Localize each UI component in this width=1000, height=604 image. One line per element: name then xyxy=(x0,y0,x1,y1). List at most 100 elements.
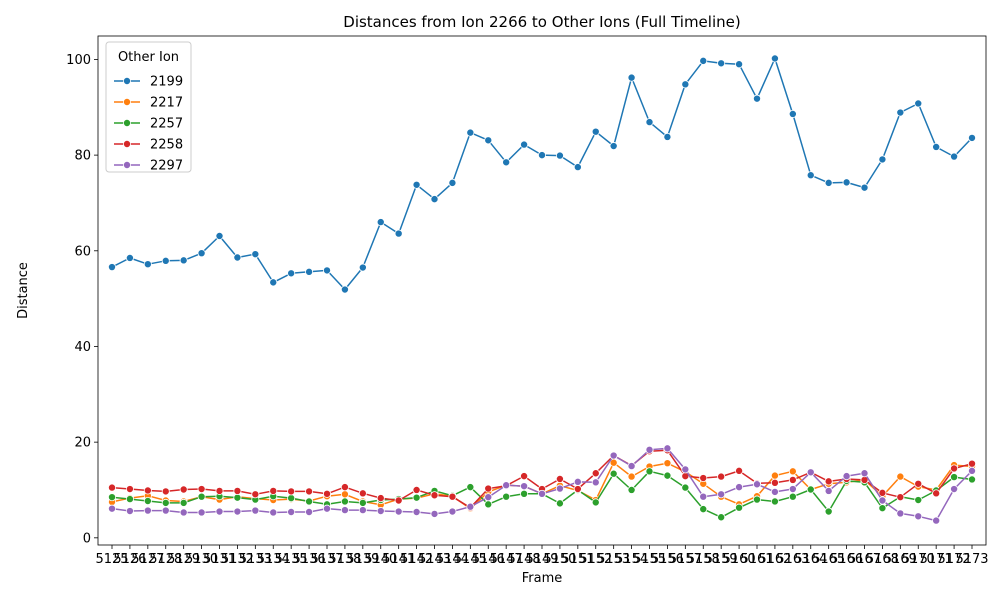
data-point xyxy=(645,118,654,127)
x-tick-label: 5148 xyxy=(508,552,541,567)
x-tick-label: 5132 xyxy=(221,552,254,567)
data-point xyxy=(412,493,421,502)
x-tick-label: 5133 xyxy=(239,552,272,567)
x-tick-label: 5141 xyxy=(382,552,415,567)
data-point xyxy=(197,508,206,517)
data-point xyxy=(484,493,493,502)
legend-item-2199: 2199 xyxy=(114,75,183,90)
data-point xyxy=(770,478,779,487)
data-point xyxy=(878,496,887,505)
data-point xyxy=(179,508,188,517)
data-point xyxy=(824,507,833,516)
data-point xyxy=(322,504,331,513)
data-point xyxy=(914,496,923,505)
x-tick-label: 5137 xyxy=(310,552,343,567)
data-point xyxy=(108,504,117,513)
data-point xyxy=(197,485,206,494)
data-point xyxy=(824,486,833,495)
x-tick-label: 5142 xyxy=(400,552,433,567)
y-tick-label: 100 xyxy=(66,53,91,68)
x-axis: 5125512651275128512951305131513251335134… xyxy=(95,545,989,567)
data-point xyxy=(125,495,134,504)
data-point xyxy=(251,490,260,499)
y-axis-label: Distance xyxy=(16,262,31,319)
data-point xyxy=(269,278,278,287)
x-tick-label: 5128 xyxy=(149,552,182,567)
data-point xyxy=(555,499,564,508)
data-point xyxy=(520,472,529,481)
data-point xyxy=(753,94,762,103)
data-point xyxy=(287,487,296,496)
data-point xyxy=(448,507,457,516)
x-tick-label: 5138 xyxy=(328,552,361,567)
x-tick-label: 5149 xyxy=(525,552,558,567)
series-2199 xyxy=(108,54,977,294)
data-point xyxy=(502,481,511,490)
data-point xyxy=(609,469,618,478)
x-tick-label: 5144 xyxy=(436,552,469,567)
x-tick-label: 5147 xyxy=(490,552,523,567)
data-point xyxy=(502,492,511,501)
data-point xyxy=(287,507,296,516)
data-point xyxy=(735,483,744,492)
data-point xyxy=(484,136,493,145)
x-tick-label: 5143 xyxy=(418,552,451,567)
y-tick-label: 0 xyxy=(83,531,91,546)
data-point xyxy=(699,492,708,501)
data-point xyxy=(412,507,421,516)
data-point xyxy=(484,500,493,509)
legend-item-2217: 2217 xyxy=(114,96,183,111)
legend: Other Ion 2199 2217 2257 2258 2297 xyxy=(105,41,192,174)
data-point xyxy=(609,451,618,460)
legend-swatch-marker xyxy=(123,98,132,107)
data-point xyxy=(520,482,529,491)
data-point xyxy=(555,474,564,483)
data-point xyxy=(394,507,403,516)
data-point xyxy=(824,178,833,187)
legend-swatch-marker xyxy=(123,160,132,169)
series-2297 xyxy=(108,444,977,525)
data-point xyxy=(806,468,815,477)
data-point xyxy=(627,485,636,494)
data-point xyxy=(340,285,349,294)
data-point xyxy=(322,266,331,275)
data-point xyxy=(788,109,797,118)
data-point xyxy=(806,171,815,180)
data-point xyxy=(287,269,296,278)
data-point xyxy=(735,466,744,475)
legend-label: 2257 xyxy=(150,117,183,132)
data-point xyxy=(896,472,905,481)
chart-title: Distances from Ion 2266 to Other Ions (F… xyxy=(343,13,740,31)
legend-items: 2199 2217 2257 2258 2297 xyxy=(114,75,183,174)
x-tick-label: 5127 xyxy=(131,552,164,567)
data-point xyxy=(645,445,654,454)
data-point xyxy=(788,485,797,494)
data-point xyxy=(770,487,779,496)
data-point xyxy=(143,260,152,269)
data-point xyxy=(842,472,851,481)
data-point xyxy=(573,163,582,172)
x-tick-label: 5167 xyxy=(848,552,881,567)
data-point xyxy=(179,498,188,507)
x-tick-label: 5139 xyxy=(346,552,379,567)
x-tick-label: 5156 xyxy=(651,552,684,567)
data-point xyxy=(806,485,815,494)
data-point xyxy=(591,498,600,507)
data-point xyxy=(681,80,690,89)
legend-swatch-marker xyxy=(123,119,132,128)
data-point xyxy=(932,142,941,151)
x-tick-label: 5146 xyxy=(472,552,505,567)
legend-box xyxy=(105,41,192,173)
series-layer xyxy=(108,54,977,525)
legend-item-2297: 2297 xyxy=(114,159,183,174)
data-point xyxy=(448,178,457,187)
data-point xyxy=(663,444,672,453)
data-point xyxy=(627,462,636,471)
x-tick-label: 5162 xyxy=(758,552,791,567)
x-tick-label: 5153 xyxy=(597,552,630,567)
data-point xyxy=(538,489,547,498)
data-point xyxy=(161,506,170,515)
x-tick-label: 5171 xyxy=(920,552,953,567)
data-point xyxy=(699,474,708,483)
data-point xyxy=(430,509,439,518)
